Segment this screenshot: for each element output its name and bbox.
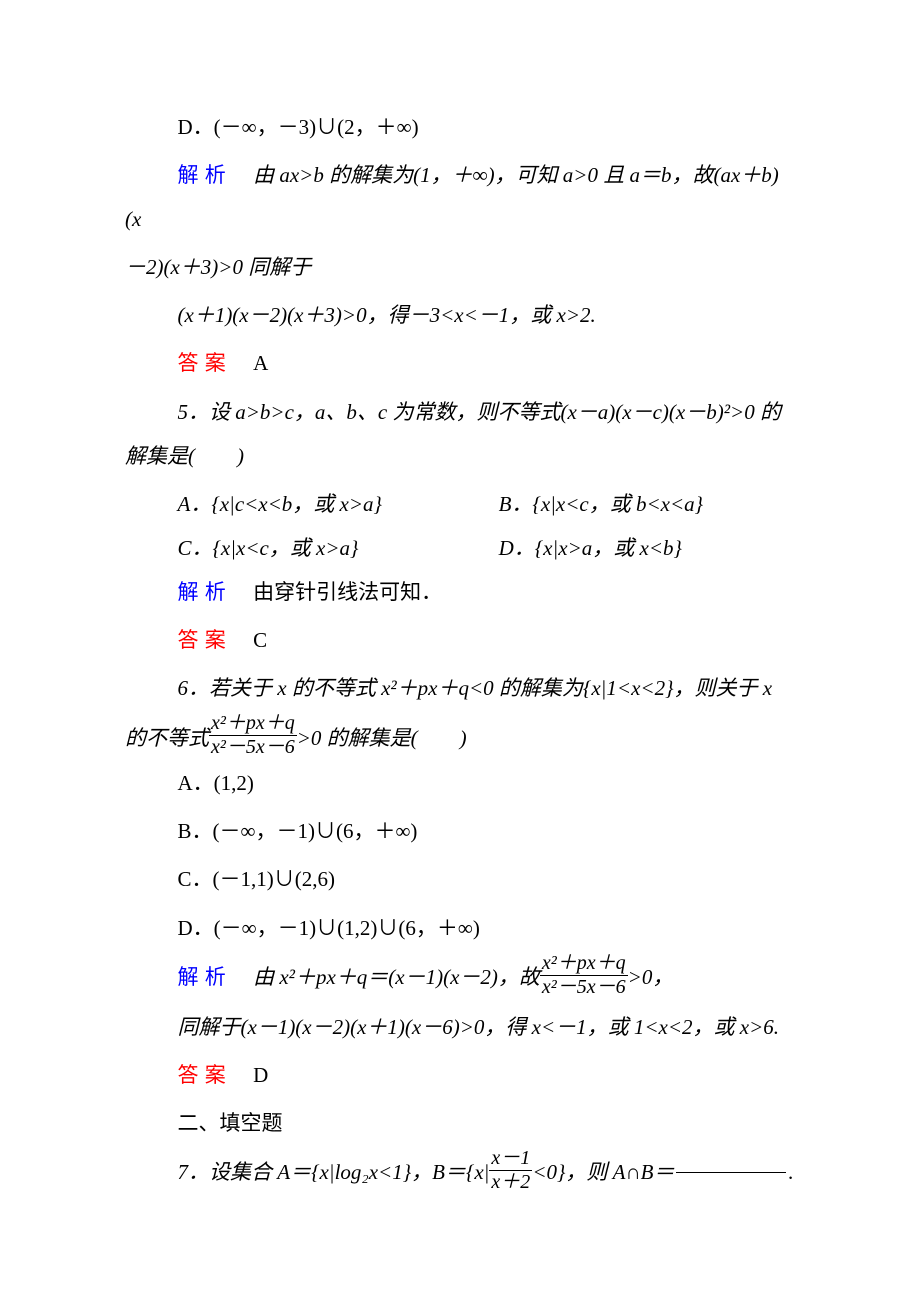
exp6-fraction: x²＋px＋q x²－5x－6 xyxy=(540,952,628,999)
q6-opt-c: C．(－1,1)∪(2,6) xyxy=(178,867,335,891)
q6-frac-den: x²－5x－6 xyxy=(209,736,297,759)
q6-opt-c-line: C．(－1,1)∪(2,6) xyxy=(125,857,795,901)
explanation-text-6a: 由 x²＋px＋q＝(x－1)(x－2)，故 xyxy=(232,955,540,999)
exp6-frac-den: x²－5x－6 xyxy=(540,976,628,999)
q7-text-c: . xyxy=(788,1150,793,1194)
q7-text-b: <0}，则 A∩B＝ xyxy=(532,1150,674,1194)
explanation-5: 解析 由穿针引线法可知． xyxy=(125,570,795,614)
answer-5: 答案 C xyxy=(125,618,795,662)
explanation-4-eq: (x＋1)(x－2)(x＋3)>0，得－3<x<－1，或 x>2. xyxy=(125,293,795,337)
section-heading-text: 二、填空题 xyxy=(178,1111,283,1135)
q7-text-a: 7．设集合 A＝{x|log₂x<1}，B＝{x| xyxy=(178,1150,490,1194)
question-7: 7．设集合 A＝{x|log₂x<1}，B＝{x| x－1 x＋2 <0}，则 … xyxy=(178,1149,796,1196)
q6-fraction: x²＋px＋q x²－5x－6 xyxy=(209,712,297,759)
answer-value: A xyxy=(232,351,268,375)
answer-4: 答案 A xyxy=(125,341,795,385)
q5-opt-a: A．{x|c<x<b，或 x>a} xyxy=(178,492,382,516)
q6-opt-a-line: A．(1,2) xyxy=(125,761,795,805)
q6-opt-d: D．(－∞，－1)∪(1,2)∪(6，＋∞) xyxy=(178,916,480,940)
q6-text-a: 6．若关于 x 的不等式 x²＋px＋q<0 的解集为{x|1<x<2}，则关于… xyxy=(178,676,773,700)
section-2-heading: 二、填空题 xyxy=(125,1101,795,1145)
option-d-text: D．(－∞，－3)∪(2，＋∞) xyxy=(125,105,795,149)
explanation-label-5: 解析 xyxy=(178,580,233,604)
line-d: D．(－∞，－3)∪(2，＋∞) xyxy=(178,115,419,139)
q5-options-row2: C．{x|x<c，或 x>a} D．{x|x>a，或 x<b} xyxy=(178,526,796,570)
question-6-cont: 的不等式 x²＋px＋q x²－5x－6 >0 的解集是( ) xyxy=(125,714,795,761)
answer-6: 答案 D xyxy=(125,1053,795,1097)
q6-opt-a: A．(1,2) xyxy=(178,771,254,795)
explanation-text-5: 由穿针引线法可知． xyxy=(232,580,442,604)
q7-frac-num: x－1 xyxy=(489,1147,532,1171)
q6-opt-b-line: B．(－∞，－1)∪(6，＋∞) xyxy=(125,809,795,853)
q6-text-c: >0 的解集是( ) xyxy=(297,716,467,760)
answer-label-6: 答案 xyxy=(178,1063,233,1087)
q5-opt-d: D．{x|x>a，或 x<b} xyxy=(499,536,682,560)
q5-opt-b: B．{x|x<c，或 b<x<a} xyxy=(499,492,703,516)
answer-label-5: 答案 xyxy=(178,628,233,652)
answer-value-6: D xyxy=(232,1063,268,1087)
exp6-frac-num: x²＋px＋q xyxy=(540,952,628,976)
q5-text: 5．设 a>b>c，a、b、c 为常数，则不等式(x－a)(x－c)(x－b)²… xyxy=(125,400,781,468)
explanation-6: 解析 由 x²＋px＋q＝(x－1)(x－2)，故 x²＋px＋q x²－5x－… xyxy=(178,954,796,1001)
question-5: 5．设 a>b>c，a、b、c 为常数，则不等式(x－a)(x－c)(x－b)²… xyxy=(125,390,795,478)
q6-opt-b: B．(－∞，－1)∪(6，＋∞) xyxy=(178,819,418,843)
answer-label: 答案 xyxy=(178,351,233,375)
explanation-label-6: 解析 xyxy=(178,955,233,999)
q7-frac-den: x＋2 xyxy=(489,1171,532,1194)
q5-opt-c: C．{x|x<c，或 x>a} xyxy=(178,536,359,560)
explanation-text-6c: 同解于(x－1)(x－2)(x＋1)(x－6)>0，得 x<－1，或 1<x<2… xyxy=(178,1015,780,1039)
q6-opt-d-line: D．(－∞，－1)∪(1,2)∪(6，＋∞) xyxy=(125,906,795,950)
explanation-label: 解析 xyxy=(178,163,233,187)
answer-value-5: C xyxy=(232,628,267,652)
explanation-text-c: (x＋1)(x－2)(x＋3)>0，得－3<x<－1，或 x>2. xyxy=(178,303,596,327)
explanation-4-cont: －2)(x＋3)>0 同解于 xyxy=(125,245,795,289)
explanation-4: 解析 由 ax>b 的解集为(1，＋∞)，可知 a>0 且 a＝b，故(ax＋b… xyxy=(125,153,795,241)
q6-text-b: 的不等式 xyxy=(125,716,209,760)
explanation-6-cont: 同解于(x－1)(x－2)(x＋1)(x－6)>0，得 x<－1，或 1<x<2… xyxy=(125,1005,795,1049)
explanation-text-6b: >0， xyxy=(628,955,674,999)
q7-fraction: x－1 x＋2 xyxy=(489,1147,532,1194)
question-6: 6．若关于 x 的不等式 x²＋px＋q<0 的解集为{x|1<x<2}，则关于… xyxy=(125,666,795,710)
q7-blank xyxy=(676,1172,786,1173)
explanation-text-b: －2)(x＋3)>0 同解于 xyxy=(125,255,311,279)
q6-frac-num: x²＋px＋q xyxy=(209,712,297,736)
q5-options-row1: A．{x|c<x<b，或 x>a} B．{x|x<c，或 b<x<a} xyxy=(178,482,796,526)
